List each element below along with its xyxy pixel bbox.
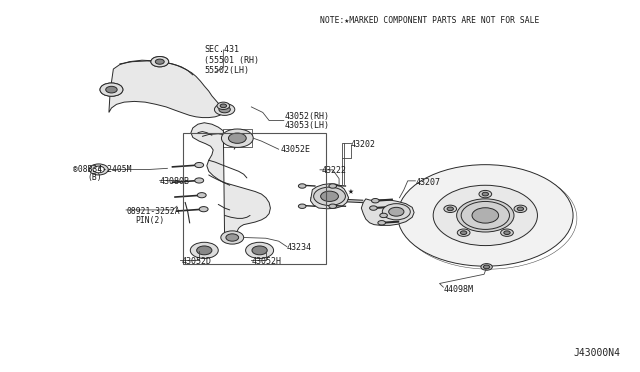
Circle shape [458,229,470,236]
Circle shape [461,202,509,230]
Polygon shape [362,199,414,225]
Text: 43202: 43202 [351,140,376,149]
Circle shape [106,86,117,93]
Circle shape [388,207,404,216]
Circle shape [444,205,456,212]
Circle shape [246,242,273,259]
Circle shape [100,83,123,96]
Circle shape [298,204,306,208]
Polygon shape [310,184,349,209]
Circle shape [89,164,108,175]
Text: NOTE:★MARKED COMPONENT PARTS ARE NOT FOR SALE: NOTE:★MARKED COMPONENT PARTS ARE NOT FOR… [320,16,540,25]
Text: ★: ★ [348,186,353,196]
Circle shape [196,246,212,255]
Circle shape [252,246,268,255]
Circle shape [447,207,453,211]
Circle shape [371,199,379,203]
Circle shape [329,204,337,208]
Bar [183,134,326,264]
Circle shape [221,129,253,147]
Text: (B): (B) [87,173,102,182]
Circle shape [100,83,123,96]
Circle shape [321,191,339,202]
Circle shape [93,166,104,173]
Circle shape [397,165,573,266]
Text: 43052H: 43052H [252,257,282,266]
Circle shape [504,231,510,234]
Circle shape [479,190,492,198]
Circle shape [380,213,387,218]
Circle shape [199,206,208,212]
Circle shape [314,187,346,205]
Circle shape [517,207,524,211]
Circle shape [472,208,499,223]
Text: B: B [97,167,100,172]
Text: 43222: 43222 [321,166,346,175]
Circle shape [217,102,230,109]
Circle shape [382,203,410,220]
Text: 44098M: 44098M [444,285,474,294]
Circle shape [190,242,218,259]
Circle shape [220,104,227,108]
Circle shape [151,57,169,67]
Circle shape [195,163,204,168]
Circle shape [481,264,492,270]
Text: 43053(LH): 43053(LH) [285,121,330,130]
Circle shape [514,205,527,212]
Text: 43052D: 43052D [181,257,211,266]
Circle shape [483,265,490,269]
Text: 43052(RH): 43052(RH) [285,112,330,121]
Circle shape [378,221,385,225]
Circle shape [329,184,337,188]
Circle shape [156,59,164,64]
Circle shape [228,133,246,143]
Circle shape [221,231,244,244]
Text: (55501 (RH): (55501 (RH) [204,56,259,65]
Circle shape [151,57,169,67]
Circle shape [226,234,239,241]
Text: 43080B: 43080B [160,177,190,186]
Circle shape [482,192,488,196]
Text: J43000N4: J43000N4 [573,348,620,358]
Text: PIN(2): PIN(2) [136,216,165,225]
Circle shape [195,178,204,183]
Text: 08921-3252A: 08921-3252A [126,207,180,216]
Circle shape [433,185,538,246]
Text: 43052E: 43052E [280,145,310,154]
Text: 55502(LH): 55502(LH) [204,65,249,75]
Circle shape [219,106,230,113]
Polygon shape [191,123,271,242]
Text: SEC.431: SEC.431 [204,45,239,54]
Text: 43234: 43234 [287,243,312,252]
Circle shape [500,229,513,236]
Circle shape [298,184,306,188]
Circle shape [214,104,235,115]
Circle shape [457,199,514,232]
Polygon shape [109,60,225,118]
Circle shape [369,206,377,210]
Text: 43207: 43207 [415,178,440,187]
Circle shape [460,231,467,234]
Text: ®08B34-2405M: ®08B34-2405M [74,165,132,174]
Circle shape [197,193,206,198]
